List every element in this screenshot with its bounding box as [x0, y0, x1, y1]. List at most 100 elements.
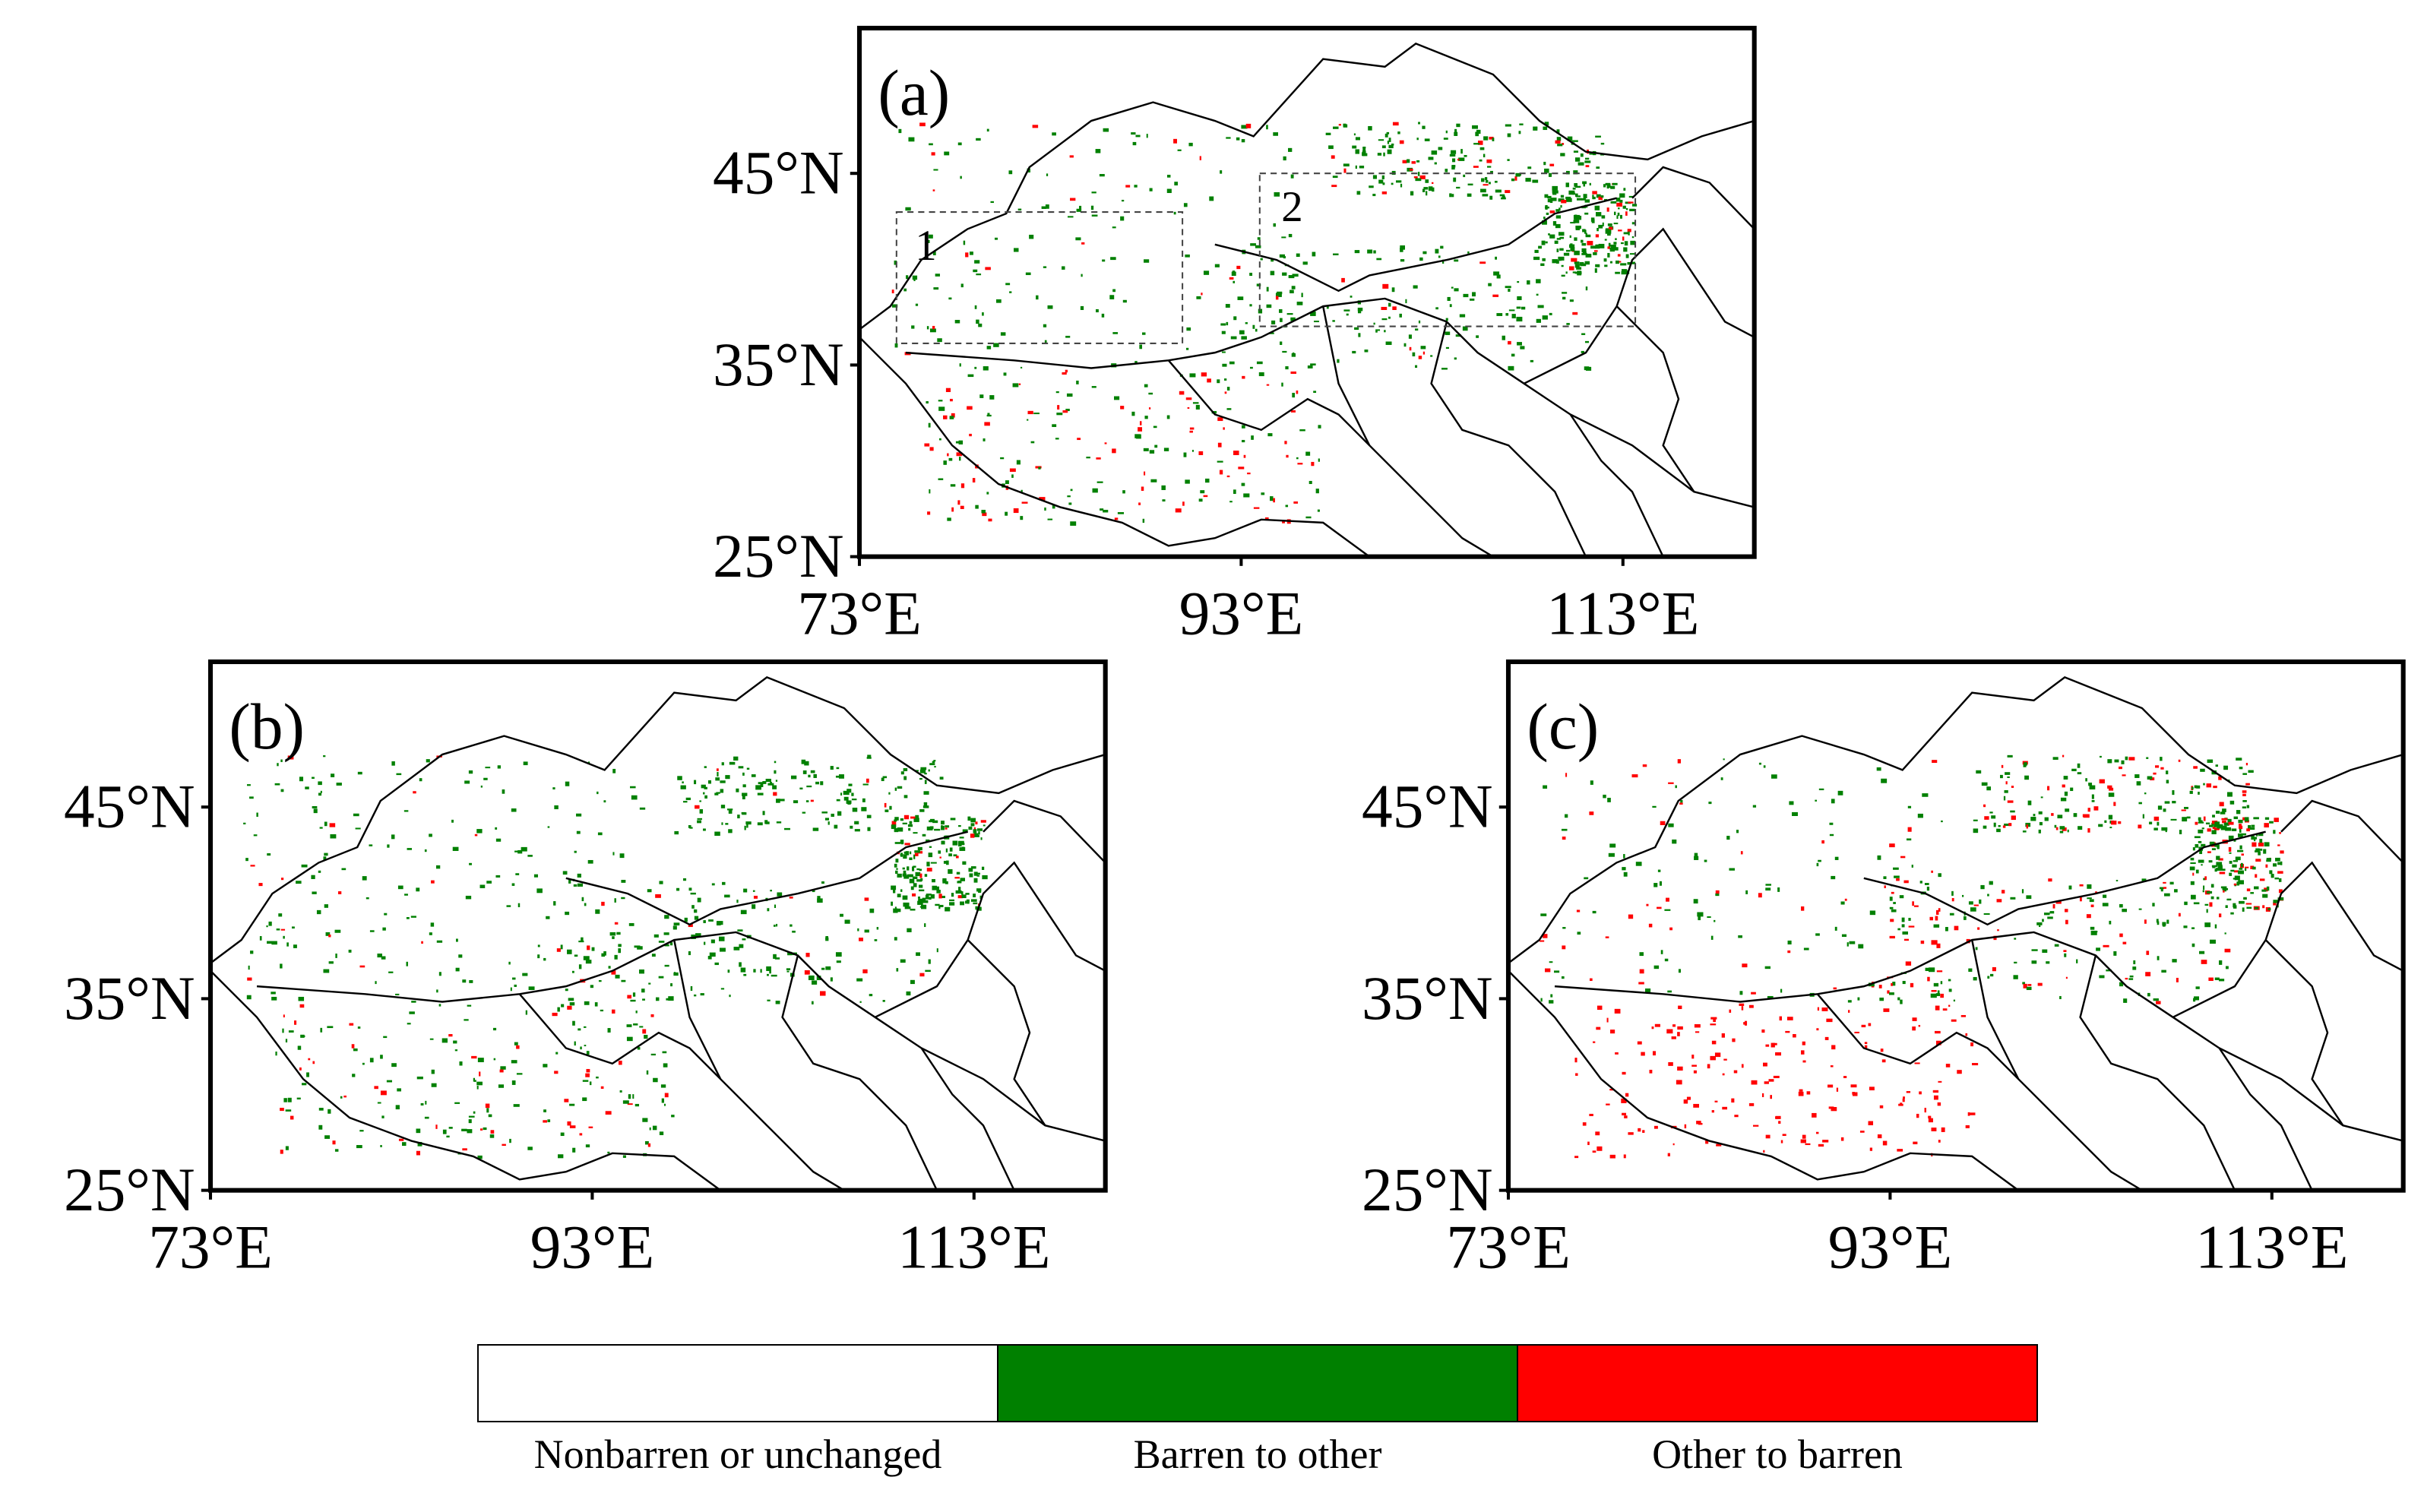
change-pixel	[1256, 361, 1263, 365]
change-pixel	[2223, 890, 2225, 893]
change-pixel	[1989, 973, 1994, 977]
change-pixel	[2062, 784, 2065, 788]
change-pixel	[929, 328, 936, 333]
change-pixel	[1715, 890, 1720, 894]
change-pixel	[2085, 778, 2087, 782]
change-pixel	[2047, 786, 2050, 791]
change-pixel	[1487, 166, 1492, 168]
change-pixel	[916, 952, 921, 957]
change-pixel	[386, 1080, 392, 1083]
change-pixel	[1270, 496, 1274, 501]
change-pixel	[920, 767, 927, 770]
change-pixel	[1571, 258, 1577, 262]
change-pixel	[1409, 346, 1412, 351]
change-pixel	[596, 1076, 599, 1079]
change-pixel	[725, 823, 729, 825]
change-pixel	[1840, 1137, 1844, 1141]
change-pixel	[1424, 138, 1430, 141]
change-pixel	[951, 413, 955, 418]
change-pixel	[922, 833, 926, 837]
change-pixel	[1517, 280, 1520, 283]
change-pixel	[910, 816, 916, 819]
change-pixel	[1787, 940, 1792, 945]
change-pixel	[1391, 143, 1394, 146]
change-pixel	[938, 905, 941, 909]
change-pixel	[847, 789, 852, 793]
change-pixel	[586, 1068, 590, 1073]
change-pixel	[1310, 312, 1316, 316]
change-pixel	[603, 800, 606, 803]
change-pixel	[343, 1095, 347, 1098]
change-pixel	[740, 909, 747, 915]
change-pixel	[483, 1127, 487, 1131]
change-pixel	[1307, 365, 1313, 369]
change-pixel	[661, 1098, 664, 1103]
change-pixel	[989, 395, 995, 400]
change-pixel	[1600, 195, 1604, 198]
change-pixel	[2239, 868, 2243, 870]
change-pixel	[1207, 378, 1211, 383]
change-pixel	[1590, 780, 1593, 785]
change-pixel	[565, 911, 570, 916]
change-pixel	[743, 973, 747, 976]
change-pixel	[1881, 1059, 1886, 1063]
change-pixel	[377, 1102, 381, 1104]
change-pixel	[1260, 258, 1263, 261]
change-pixel	[581, 897, 584, 902]
change-pixel	[1897, 997, 1900, 1001]
change-pixel	[773, 924, 776, 927]
change-pixel	[694, 916, 699, 920]
change-pixel	[1593, 1041, 1596, 1043]
change-pixel	[587, 859, 593, 864]
change-pixel	[455, 938, 458, 942]
change-pixel	[1864, 1045, 1868, 1049]
change-pixel	[1463, 293, 1469, 298]
change-pixel	[1648, 923, 1653, 928]
change-pixel	[2181, 809, 2186, 811]
change-pixel	[514, 850, 518, 852]
change-pixel	[2014, 961, 2017, 964]
change-pixel	[514, 984, 517, 987]
change-pixel	[1714, 1100, 1718, 1102]
change-pixel	[2109, 827, 2112, 829]
change-pixel	[1562, 837, 1566, 840]
change-pixel	[2203, 783, 2205, 786]
change-pixel	[1280, 341, 1283, 345]
change-pixel	[2258, 832, 2264, 837]
change-pixel	[2220, 825, 2227, 830]
change-pixel	[843, 790, 850, 796]
change-pixel	[419, 778, 422, 782]
change-pixel	[1407, 159, 1410, 163]
change-pixel	[864, 897, 869, 901]
change-pixel	[1552, 190, 1559, 194]
change-pixel	[1185, 254, 1190, 258]
change-pixel	[737, 929, 743, 932]
change-pixel	[2191, 786, 2194, 790]
change-pixel	[416, 1076, 423, 1080]
change-pixel	[1945, 1064, 1951, 1068]
lat-tick-label: 35°N	[64, 963, 195, 1033]
change-pixel	[1229, 361, 1235, 365]
change-pixel	[612, 936, 615, 939]
change-pixel	[810, 770, 815, 773]
change-pixel	[1537, 305, 1544, 308]
change-pixel	[1707, 916, 1711, 919]
change-pixel	[914, 852, 919, 856]
change-pixel	[1122, 299, 1127, 303]
change-pixel	[1574, 271, 1577, 274]
change-pixel	[958, 457, 961, 461]
change-pixel	[1062, 410, 1068, 413]
change-pixel	[2277, 844, 2280, 846]
change-pixel	[775, 1001, 780, 1004]
change-pixel	[299, 1067, 302, 1071]
change-pixel	[2164, 801, 2170, 804]
change-pixel	[955, 890, 962, 894]
change-pixel	[1472, 292, 1476, 297]
change-pixel	[565, 988, 568, 992]
change-pixel	[1573, 150, 1579, 153]
change-pixel	[1695, 1031, 1700, 1033]
change-pixel	[1767, 995, 1774, 999]
change-pixel	[2166, 770, 2169, 775]
change-pixel	[312, 1061, 315, 1064]
change-pixel	[283, 935, 285, 939]
